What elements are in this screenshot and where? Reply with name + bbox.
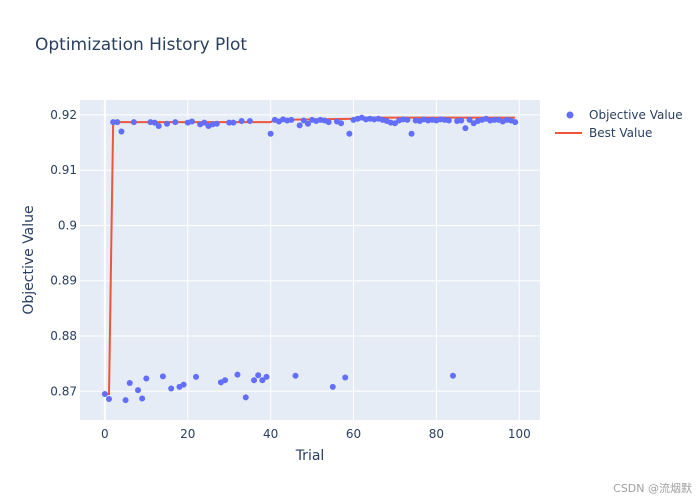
objective-value-point[interactable] [159, 373, 166, 380]
objective-value-point[interactable] [325, 119, 332, 126]
objective-value-point[interactable] [180, 381, 187, 388]
y-axis-label: Objective Value [21, 205, 37, 314]
objective-value-point[interactable] [101, 391, 108, 398]
x-tick-label: 80 [429, 427, 444, 441]
objective-value-point[interactable] [139, 395, 146, 402]
objective-value-point[interactable] [255, 372, 262, 379]
objective-value-point[interactable] [151, 119, 158, 126]
x-tick-label: 40 [263, 427, 278, 441]
objective-value-point[interactable] [466, 116, 473, 123]
objective-value-point[interactable] [462, 125, 469, 132]
y-tick-label: 0.87 [50, 384, 77, 398]
objective-value-point[interactable] [304, 120, 311, 127]
objective-value-point[interactable] [251, 377, 258, 384]
objective-value-point[interactable] [114, 119, 121, 126]
gridlines [80, 100, 540, 420]
objective-value-point[interactable] [296, 122, 303, 129]
y-tick-labels: 0.87 0.88 0.89 0.9 0.91 0.92 [50, 108, 77, 398]
objective-value-point[interactable] [329, 383, 336, 390]
objective-value-point[interactable] [188, 118, 195, 125]
watermark-text: CSDN @流烟默 [613, 481, 692, 495]
y-tick-label: 0.88 [50, 329, 77, 343]
objective-value-point[interactable] [338, 120, 345, 127]
x-tick-label: 60 [346, 427, 361, 441]
y-tick-label: 0.91 [50, 163, 77, 177]
objective-value-point[interactable] [118, 128, 125, 135]
objective-value-point[interactable] [263, 373, 270, 380]
y-tick-label: 0.9 [58, 218, 77, 232]
objective-value-point[interactable] [246, 118, 253, 125]
objective-value-point[interactable] [193, 373, 200, 380]
x-tick-label: 100 [508, 427, 531, 441]
objective-value-point[interactable] [168, 385, 175, 392]
objective-value-point[interactable] [267, 130, 274, 137]
x-tick-labels: 0 20 40 60 80 100 [101, 427, 531, 441]
x-tick-label: 20 [180, 427, 195, 441]
objective-value-point[interactable] [213, 120, 220, 127]
objective-value-point[interactable] [122, 397, 129, 404]
objective-value-point[interactable] [445, 117, 452, 124]
x-axis-label: Trial [295, 448, 325, 464]
objective-value-point[interactable] [292, 372, 299, 379]
objective-value-points [101, 114, 519, 404]
objective-value-point[interactable] [458, 117, 465, 124]
objective-value-point[interactable] [201, 119, 208, 126]
legend-item-best[interactable]: Best Value [555, 126, 652, 140]
objective-value-point[interactable] [172, 119, 179, 126]
objective-value-point[interactable] [143, 375, 150, 382]
objective-value-point[interactable] [242, 394, 249, 401]
y-tick-label: 0.89 [50, 274, 77, 288]
legend-item-objective[interactable]: Objective Value [566, 108, 683, 122]
plot-area [80, 100, 540, 420]
objective-value-point[interactable] [222, 377, 229, 384]
objective-value-point[interactable] [491, 116, 498, 123]
objective-value-point[interactable] [408, 130, 415, 137]
objective-value-point[interactable] [135, 387, 142, 394]
legend-label-objective: Objective Value [589, 108, 683, 122]
objective-value-point[interactable] [346, 130, 353, 137]
objective-value-point[interactable] [238, 118, 245, 125]
objective-value-point[interactable] [404, 116, 411, 123]
objective-value-point[interactable] [126, 379, 133, 386]
legend-label-best: Best Value [589, 126, 652, 140]
objective-value-point[interactable] [300, 117, 307, 124]
objective-value-point[interactable] [234, 371, 241, 378]
objective-value-point[interactable] [164, 120, 171, 127]
objective-value-point[interactable] [259, 377, 266, 384]
objective-value-point[interactable] [230, 119, 237, 126]
legend-marker-icon [566, 111, 574, 119]
objective-value-point[interactable] [110, 119, 117, 126]
objective-value-point[interactable] [342, 374, 349, 381]
objective-value-point[interactable] [226, 119, 233, 126]
objective-value-point[interactable] [288, 116, 295, 123]
x-tick-label: 0 [101, 427, 109, 441]
y-tick-label: 0.92 [50, 108, 77, 122]
legend[interactable]: Objective Value Best Value [555, 108, 683, 140]
chart-title: Optimization History Plot [35, 35, 247, 55]
objective-value-point[interactable] [155, 122, 162, 129]
objective-value-point[interactable] [106, 395, 113, 402]
objective-value-point[interactable] [512, 119, 519, 126]
objective-value-point[interactable] [449, 372, 456, 379]
objective-value-point[interactable] [130, 119, 137, 126]
